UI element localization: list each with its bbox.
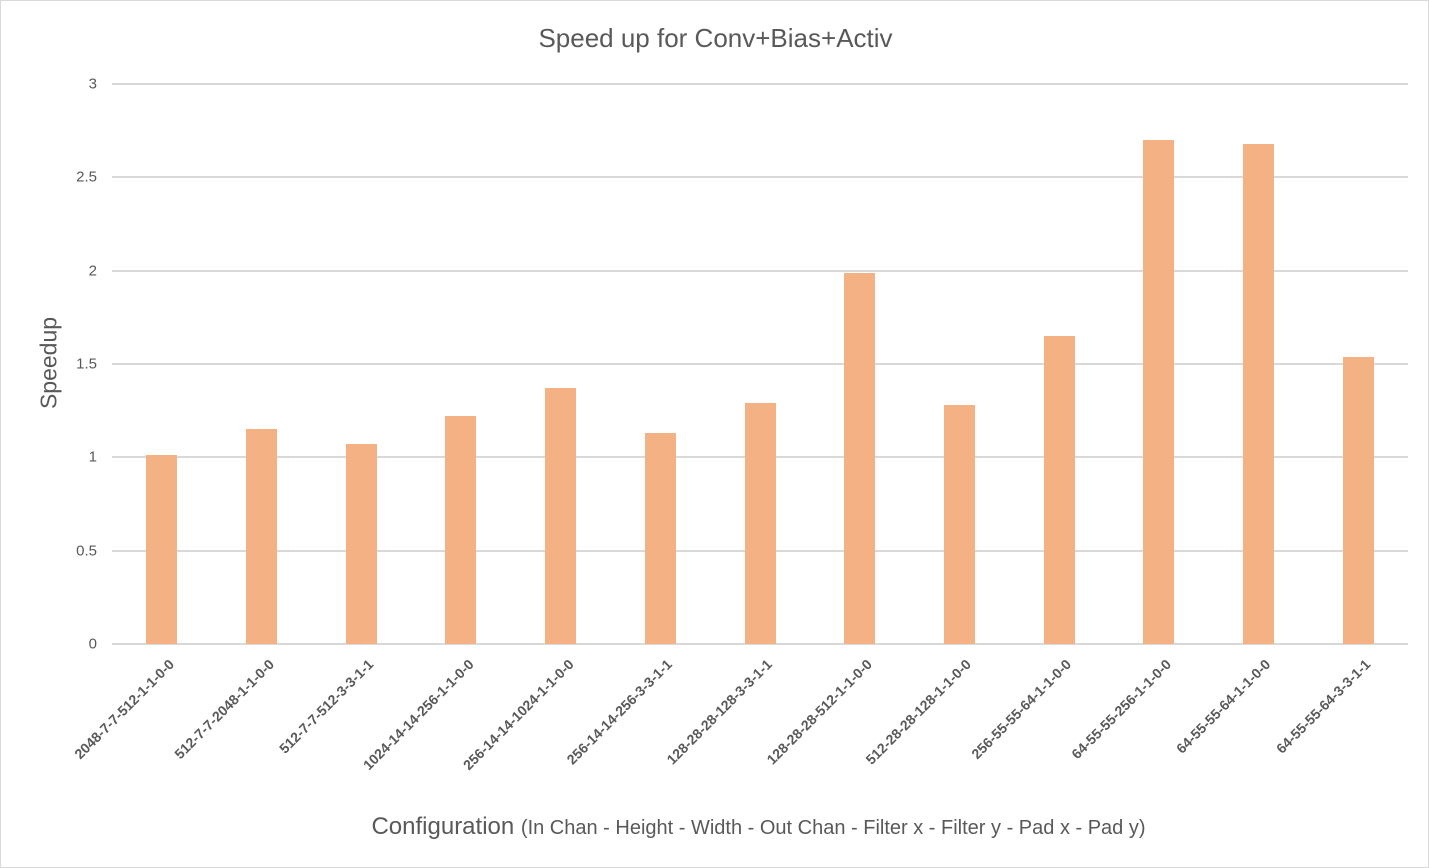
x-tick-label: 128-28-28-128-3-3-1-1 <box>663 656 775 768</box>
bar <box>1342 356 1374 644</box>
x-tick-label: 256-14-14-1024-1-1-0-0 <box>459 656 577 773</box>
x-tick-label: 64-55-55-64-1-1-0-0 <box>1173 656 1274 757</box>
bar <box>246 429 278 644</box>
x-tick-label: 512-28-28-128-1-1-0-0 <box>862 656 975 768</box>
plot-area <box>112 83 1408 645</box>
x-axis-label-main: Configuration <box>371 813 515 840</box>
gridline <box>112 643 1408 645</box>
x-axis-label: Configuration (In Chan - Height - Width … <box>1 813 1429 841</box>
bar <box>644 433 676 644</box>
bar <box>1143 140 1175 644</box>
bar <box>1043 336 1075 644</box>
gridline <box>112 269 1408 272</box>
bar <box>943 405 975 644</box>
y-tick-label: 1 <box>88 448 97 466</box>
bar <box>1242 143 1274 644</box>
x-tick-label: 64-55-55-256-1-1-0-0 <box>1067 656 1174 762</box>
x-tick-label: 256-14-14-256-3-3-1-1 <box>563 656 676 768</box>
gridline <box>112 176 1408 179</box>
bar <box>146 455 178 644</box>
y-tick-label: 2 <box>88 262 97 280</box>
chart-title: Speed up for Conv+Bias+Activ <box>538 23 893 53</box>
x-tick-label: 64-55-55-64-3-3-1-1 <box>1273 656 1374 757</box>
bar <box>445 416 477 644</box>
x-tick-label: 2048-7-7-512-1-1-0-0 <box>71 656 178 762</box>
x-tick-label: 256-55-55-64-1-1-0-0 <box>968 656 1075 762</box>
gridline <box>112 363 1408 365</box>
y-tick-label: 2.5 <box>76 168 97 186</box>
y-tick-label: 1.5 <box>76 355 97 373</box>
y-tick-label: 0.5 <box>76 542 97 560</box>
x-tick-label: 1024-14-14-256-1-1-0-0 <box>359 656 477 773</box>
x-tick-label: 128-28-28-512-1-1-0-0 <box>763 656 875 768</box>
gridline <box>112 83 1408 85</box>
x-axis-label-detail: (In Chan - Height - Width - Out Chan - F… <box>520 817 1146 839</box>
bar <box>744 403 776 644</box>
bar <box>545 388 577 644</box>
bar <box>844 272 876 644</box>
y-tick-label: 3 <box>88 75 97 93</box>
x-tick-label: 512-7-7-2048-1-1-0-0 <box>170 656 277 762</box>
bar <box>345 444 377 644</box>
x-tick-label: 512-7-7-512-3-3-1-1 <box>276 656 377 757</box>
y-tick-label: 0 <box>88 635 97 653</box>
